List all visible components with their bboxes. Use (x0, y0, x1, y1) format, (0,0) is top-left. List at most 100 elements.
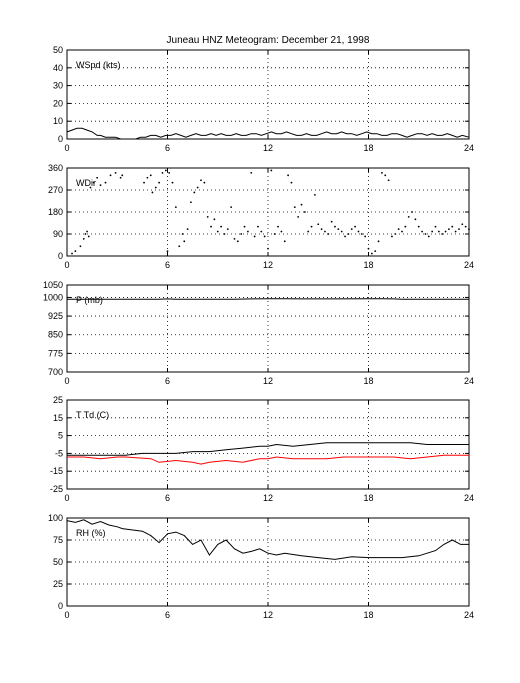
chart-title: Juneau HNZ Meteogram: December 21, 1998 (167, 35, 370, 46)
panel-label: WSpd (kts) (76, 60, 121, 70)
data-point (143, 181, 145, 184)
data-point (417, 225, 420, 228)
data-point (307, 230, 310, 233)
panel-1: 0 6 12 18 24 0 10 20 30 40 50 WSpd (kts) (53, 45, 474, 153)
data-point (267, 247, 269, 250)
data-point (146, 176, 149, 179)
data-point (253, 235, 256, 238)
data-point (273, 233, 276, 235)
data-point (233, 237, 236, 240)
data-point (277, 225, 279, 228)
data-point (166, 250, 169, 253)
data-point (431, 230, 434, 233)
data-point (196, 186, 199, 189)
x-tick-label: 6 (165, 610, 170, 620)
data-point (303, 211, 306, 213)
data-point (377, 240, 380, 243)
y-tick-label: 270 (48, 185, 63, 195)
x-tick-label: 24 (464, 610, 474, 620)
data-point (347, 233, 350, 235)
x-tick-label: 24 (464, 376, 474, 386)
data-point (461, 223, 464, 226)
data-point (87, 235, 90, 238)
x-tick-label: 18 (363, 260, 373, 270)
panel-label: T Td (C) (76, 410, 109, 420)
x-tick-label: 12 (263, 376, 273, 386)
data-point (230, 206, 233, 209)
x-tick-label: 0 (64, 610, 69, 620)
data-point (216, 230, 219, 233)
data-point (454, 230, 457, 233)
y-tick-label: 0 (58, 134, 63, 144)
data-point (300, 203, 303, 206)
data-point (174, 206, 177, 209)
x-tick-label: 12 (263, 610, 273, 620)
data-point (154, 186, 157, 189)
data-point (370, 252, 373, 255)
data-point (158, 181, 161, 184)
data-point (114, 171, 117, 174)
data-point (468, 228, 470, 231)
x-tick-label: 6 (165, 143, 170, 153)
data-point (324, 230, 326, 233)
data-point (384, 174, 387, 177)
data-point (414, 218, 417, 221)
data-point (411, 211, 413, 213)
data-point (327, 233, 330, 235)
y-tick-label: 1050 (43, 280, 63, 290)
data-point (200, 179, 202, 182)
data-point (427, 235, 430, 238)
series-line-1 (67, 298, 469, 300)
x-tick-label: 18 (363, 376, 373, 386)
y-tick-label: 700 (48, 367, 63, 377)
x-tick-label: 6 (165, 376, 170, 386)
panel-2: 0 6 12 18 24 0 90 180 270 360 WDir (48, 163, 474, 270)
series-line-1 (67, 442, 469, 456)
data-point (186, 228, 189, 231)
x-tick-label: 12 (263, 260, 273, 270)
y-tick-label: 925 (48, 311, 63, 321)
y-tick-label: 30 (53, 81, 63, 91)
data-point (84, 233, 87, 235)
data-point (151, 191, 154, 194)
data-point (451, 225, 454, 228)
data-point (367, 247, 370, 250)
data-point (243, 225, 246, 228)
x-tick-label: 6 (165, 260, 170, 270)
y-tick-label: 850 (48, 330, 63, 340)
y-tick-label: -15 (50, 466, 63, 476)
data-point (183, 240, 186, 243)
data-point (320, 228, 323, 231)
data-point (404, 225, 407, 228)
y-tick-label: 40 (53, 63, 63, 73)
data-point (220, 225, 223, 228)
y-tick-label: 360 (48, 163, 63, 173)
data-point (240, 233, 243, 235)
y-tick-label: 180 (48, 207, 63, 217)
data-point (181, 233, 184, 235)
data-point (434, 225, 437, 228)
y-tick-label: 25 (53, 579, 63, 589)
data-point (290, 181, 293, 184)
data-point (401, 230, 403, 233)
data-point (92, 181, 95, 184)
panel-3: 0 6 12 18 24 700 775 850 925 1000 1050 P (mb) (43, 280, 474, 386)
y-tick-label: 10 (53, 116, 63, 126)
data-point (364, 235, 367, 238)
data-point (287, 174, 289, 177)
data-point (168, 171, 171, 174)
data-point (82, 237, 85, 240)
data-point (448, 228, 450, 231)
y-tick-label: 0 (58, 601, 63, 611)
panel-label: RH (%) (76, 528, 106, 538)
data-point (317, 223, 320, 226)
data-point (458, 228, 460, 231)
data-point (203, 181, 206, 184)
data-point (270, 169, 273, 172)
series-line-1 (66, 519, 469, 560)
data-point (71, 252, 73, 255)
data-point (171, 181, 174, 184)
y-tick-label: 100 (48, 513, 63, 523)
data-point (236, 240, 239, 243)
